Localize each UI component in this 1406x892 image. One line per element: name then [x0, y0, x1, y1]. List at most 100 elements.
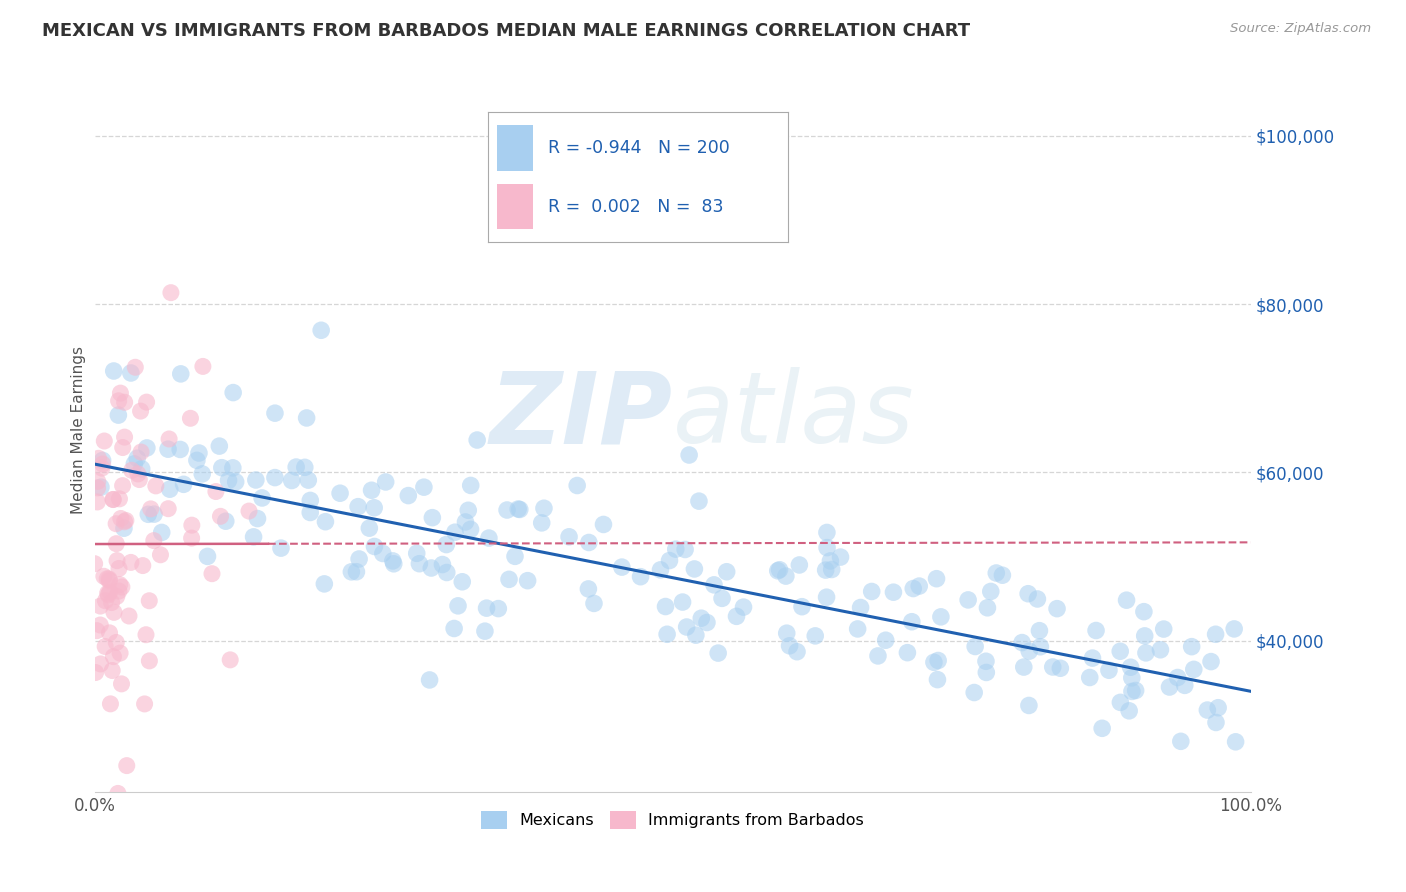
Point [658, 553, 681, 567]
Point [90, 461, 112, 475]
Point [143, 507, 166, 521]
Point [776, 626, 799, 640]
Point [974, 654, 997, 668]
Point [112, 521, 135, 535]
Point [97, 588, 120, 602]
Point [578, 535, 600, 549]
Point [1181, 640, 1204, 654]
Text: ZIP: ZIP [489, 368, 672, 465]
Point [86, 495, 108, 509]
Point [118, 609, 141, 624]
Point [107, 786, 129, 800]
Point [980, 584, 1002, 599]
Point [725, 609, 748, 624]
Point [86, 481, 108, 495]
Point [508, 502, 530, 516]
Point [114, 430, 136, 444]
Point [419, 673, 441, 687]
Point [374, 475, 396, 489]
Point [211, 460, 233, 475]
Point [567, 478, 589, 492]
Point [363, 540, 385, 554]
Point [238, 504, 260, 518]
Point [197, 549, 219, 564]
Point [1159, 680, 1181, 694]
Point [135, 628, 157, 642]
Point [432, 558, 454, 572]
Point [592, 517, 614, 532]
Point [1225, 735, 1247, 749]
Point [396, 489, 419, 503]
Point [107, 393, 129, 408]
Point [815, 541, 838, 555]
Point [436, 566, 458, 580]
Point [927, 673, 949, 687]
Point [908, 579, 931, 593]
Point [108, 561, 131, 575]
Point [733, 600, 755, 615]
Point [191, 467, 214, 481]
Point [98, 572, 121, 586]
Point [1115, 593, 1137, 607]
Point [299, 506, 322, 520]
Point [215, 514, 238, 528]
Point [1081, 651, 1104, 665]
Point [86, 624, 108, 638]
Point [678, 448, 700, 462]
Point [475, 601, 498, 615]
Point [110, 677, 132, 691]
Point [309, 323, 332, 337]
Point [186, 453, 208, 467]
Point [346, 565, 368, 579]
Point [128, 473, 150, 487]
Point [976, 665, 998, 680]
Point [1197, 703, 1219, 717]
Point [98, 625, 121, 640]
Point [347, 500, 370, 514]
Point [382, 557, 405, 571]
Point [142, 533, 165, 548]
Point [105, 635, 128, 649]
Point [93, 569, 115, 583]
Point [1170, 734, 1192, 748]
Point [673, 542, 696, 557]
Point [135, 395, 157, 409]
Point [108, 584, 131, 599]
Point [157, 501, 180, 516]
Point [96, 572, 118, 586]
Point [991, 568, 1014, 582]
Point [149, 548, 172, 562]
Point [264, 470, 287, 484]
Point [360, 483, 382, 498]
Point [779, 639, 801, 653]
Point [451, 574, 474, 589]
Point [103, 364, 125, 378]
Point [101, 492, 124, 507]
Point [250, 491, 273, 505]
Point [830, 550, 852, 565]
Text: MEXICAN VS IMMIGRANTS FROM BARBADOS MEDIAN MALE EARNINGS CORRELATION CHART: MEXICAN VS IMMIGRANTS FROM BARBADOS MEDI… [42, 22, 970, 40]
Point [120, 555, 142, 569]
Point [460, 478, 482, 492]
Point [1121, 671, 1143, 685]
Point [127, 467, 149, 481]
Point [314, 577, 336, 591]
Point [145, 479, 167, 493]
Point [683, 562, 706, 576]
Point [696, 615, 718, 630]
Point [160, 285, 183, 300]
Point [815, 591, 838, 605]
Point [222, 461, 245, 475]
Point [766, 564, 789, 578]
Point [447, 599, 470, 613]
Point [191, 359, 214, 374]
Point [775, 569, 797, 583]
Point [110, 386, 132, 401]
Point [180, 518, 202, 533]
Point [371, 546, 394, 560]
Point [242, 530, 264, 544]
Point [1091, 721, 1114, 735]
Point [768, 563, 790, 577]
Point [716, 565, 738, 579]
Point [1018, 644, 1040, 658]
